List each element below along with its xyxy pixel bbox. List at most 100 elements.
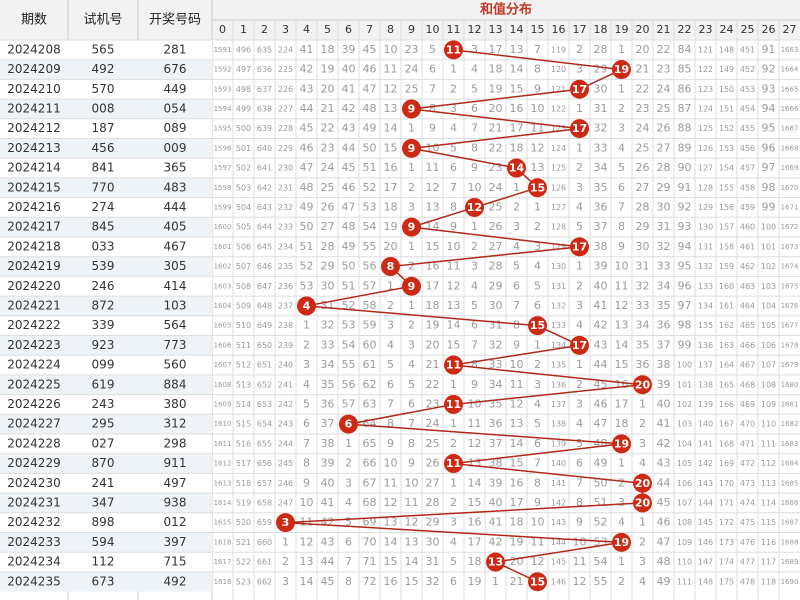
omission: 87 — [678, 102, 692, 115]
sum-hit — [381, 257, 400, 277]
omission: 40 — [657, 397, 671, 410]
omission: 661 — [257, 558, 272, 567]
period: 2024212 — [7, 121, 60, 135]
omission: 103 — [677, 420, 692, 429]
omission: 19 — [510, 535, 524, 548]
omission: 4 — [387, 338, 394, 351]
omission: 1670 — [781, 184, 799, 192]
omission: 657 — [257, 479, 272, 488]
omission: 520 — [236, 518, 251, 527]
omission: 7 — [513, 299, 520, 312]
sum-label: 11 — [446, 398, 461, 411]
omission: 20 — [384, 240, 398, 253]
omission: 49 — [594, 457, 608, 470]
test-number: 570 — [92, 82, 115, 96]
omission: 54 — [342, 338, 356, 351]
omission: 4 — [471, 279, 478, 292]
test-number: 295 — [92, 417, 115, 431]
omission: 131 — [698, 242, 713, 251]
draw-number: 560 — [164, 358, 187, 372]
omission: 497 — [236, 65, 251, 74]
row-bg — [0, 256, 212, 277]
omission: 153 — [719, 144, 734, 153]
omission: 4 — [408, 358, 415, 371]
omission: 14 — [447, 319, 461, 332]
sum-label: 11 — [446, 43, 461, 56]
omission: 10 — [531, 102, 545, 115]
omission: 3 — [576, 63, 583, 76]
omission: 122 — [698, 65, 713, 74]
omission: 501 — [236, 144, 251, 153]
omission: 140 — [698, 420, 713, 429]
omission: 12 — [531, 555, 545, 568]
sum-hit — [612, 434, 631, 454]
omission: 1 — [450, 417, 457, 430]
period: 2024231 — [7, 495, 60, 509]
omission: 90 — [678, 161, 692, 174]
omission: 39 — [342, 43, 356, 56]
omission: 12 — [405, 516, 419, 529]
omission: 29 — [489, 279, 503, 292]
draw-number: 298 — [164, 436, 187, 450]
sum-label: 20 — [635, 378, 651, 391]
omission: 16 — [510, 476, 524, 489]
sum-label: 19 — [614, 536, 629, 549]
sum-hit — [633, 375, 652, 395]
omission: 1613 — [214, 479, 232, 487]
omission: 8 — [429, 102, 436, 115]
omission: 21 — [489, 122, 503, 135]
omission: 2 — [534, 358, 541, 371]
omission: 35 — [657, 299, 671, 312]
omission: 1614 — [214, 499, 232, 507]
omission: 1596 — [214, 144, 232, 152]
period: 2024227 — [7, 417, 60, 431]
omission: 91 — [678, 181, 692, 194]
omission: 26 — [489, 220, 503, 233]
omission: 238 — [278, 321, 293, 330]
omission: 160 — [719, 282, 734, 291]
omission: 28 — [321, 240, 335, 253]
row-bg — [0, 434, 212, 454]
omission: 135 — [698, 321, 713, 330]
draw-number: 884 — [164, 377, 187, 391]
sum-hit — [465, 197, 484, 217]
period: 2024220 — [7, 279, 60, 293]
column-label: 6 — [345, 23, 352, 36]
omission: 169 — [719, 459, 734, 468]
omission: 11 — [468, 417, 482, 430]
omission: 4 — [576, 417, 583, 430]
omission: 12 — [384, 496, 398, 509]
column-label: 1 — [240, 23, 247, 36]
omission: 61 — [363, 358, 377, 371]
omission: 13 — [300, 555, 314, 568]
omission: 648 — [257, 301, 272, 310]
omission: 24 — [321, 161, 335, 174]
draw-number: 103 — [164, 298, 187, 312]
omission: 9 — [471, 161, 478, 174]
omission: 100 — [761, 223, 776, 232]
column-label: 8 — [387, 23, 394, 36]
period: 2024213 — [7, 141, 60, 155]
test-number: 347 — [92, 495, 115, 509]
omission: 15 — [384, 141, 398, 154]
omission: 17 — [384, 181, 398, 194]
omission: 46 — [657, 516, 671, 529]
omission: 1688 — [781, 538, 799, 546]
omission: 2 — [408, 260, 415, 273]
column-label: 4 — [303, 23, 310, 36]
omission: 148 — [698, 577, 713, 586]
omission: 453 — [740, 85, 755, 94]
omission: 134 — [551, 341, 566, 350]
omission: 3 — [576, 299, 583, 312]
omission: 511 — [236, 341, 251, 350]
sum-trend-line — [285, 49, 644, 583]
omission: 13 — [510, 417, 524, 430]
omission: 1663 — [781, 46, 799, 54]
omission: 4 — [534, 397, 541, 410]
omission: 1616 — [214, 538, 232, 546]
omission: 40 — [489, 496, 503, 509]
omission: 499 — [236, 104, 251, 113]
omission: 5 — [450, 141, 457, 154]
test-number: 241 — [92, 476, 115, 490]
period: 2024222 — [7, 318, 60, 332]
